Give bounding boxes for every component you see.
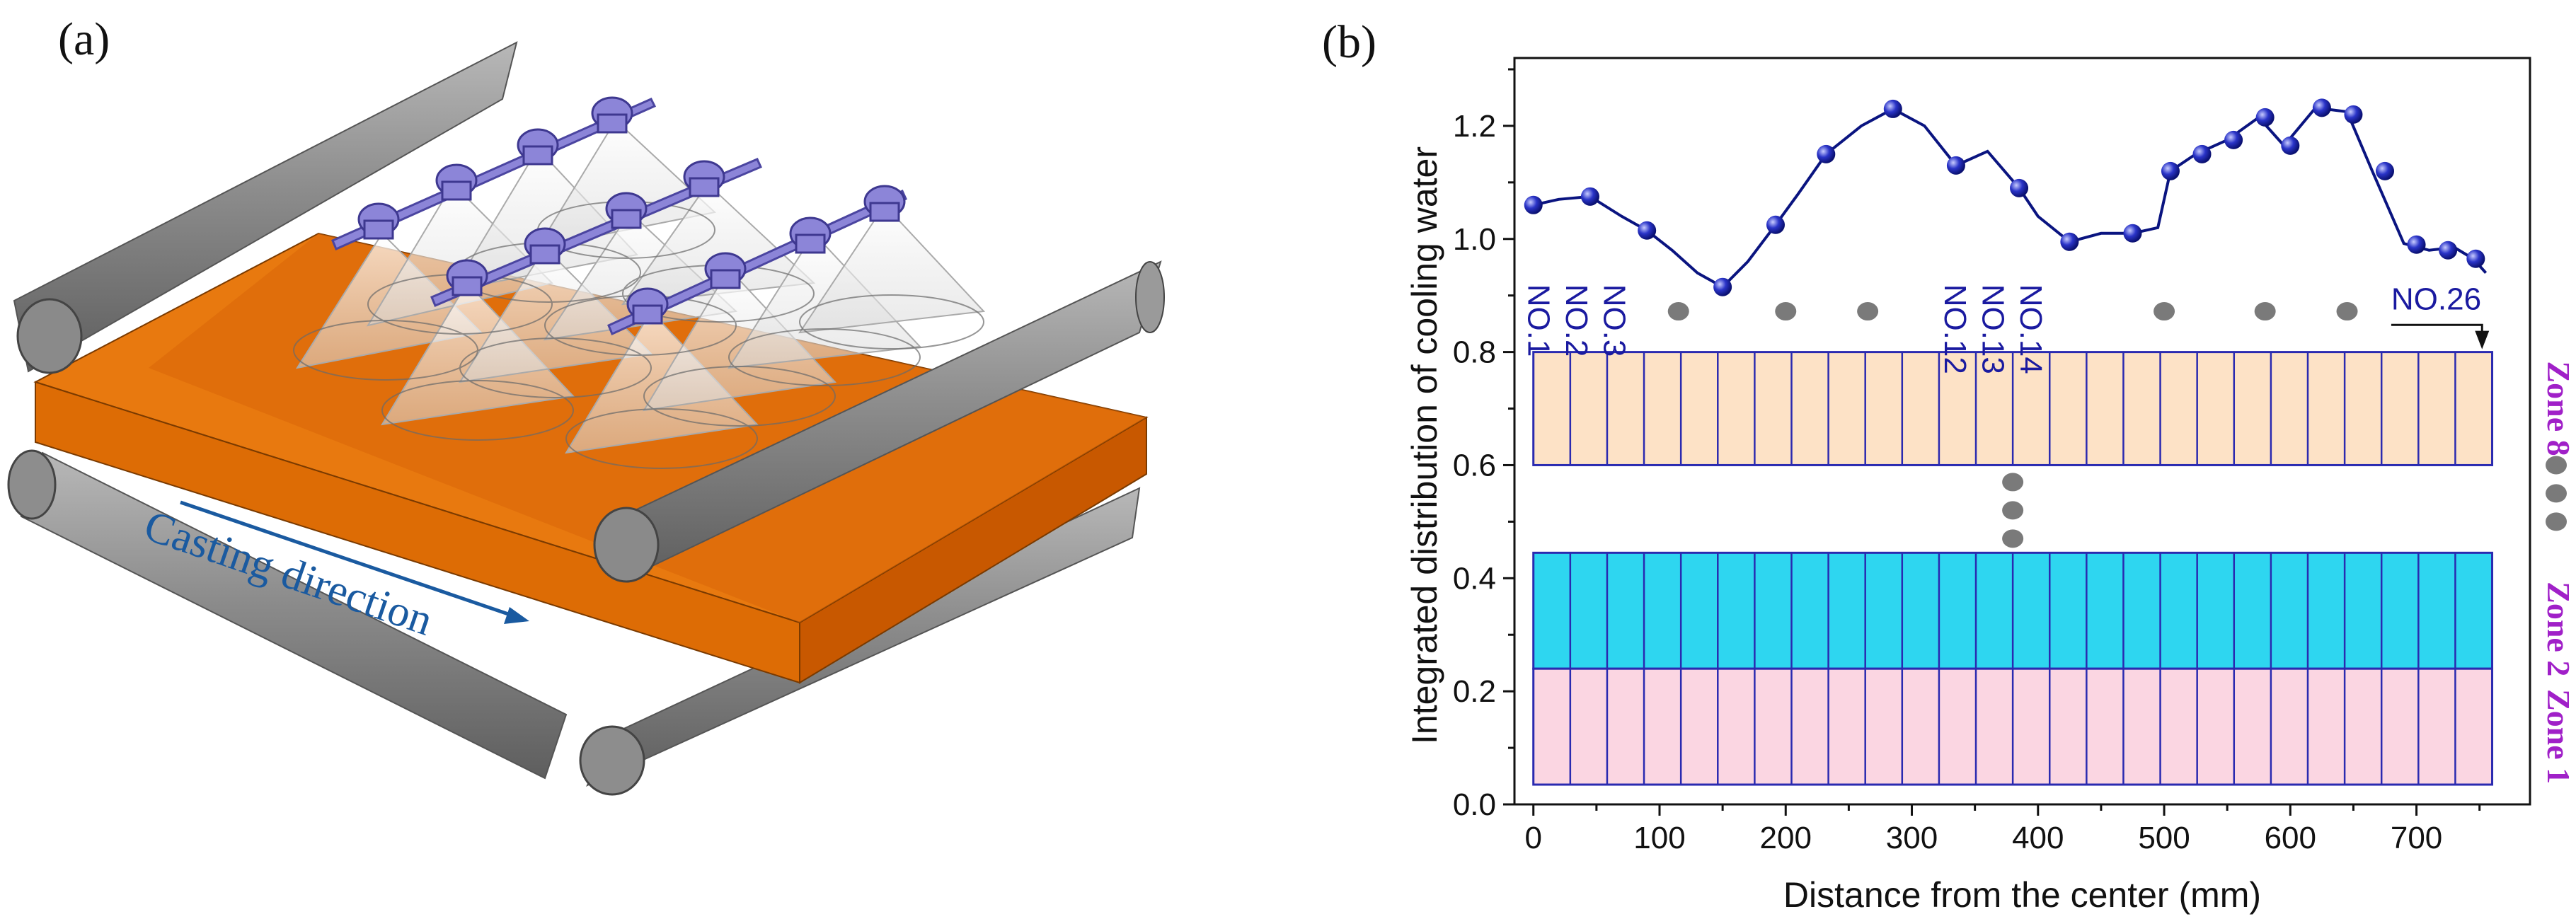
- nozzle-label-no2: NO.2: [1559, 284, 1594, 357]
- x-tick-label: 700: [2391, 821, 2442, 855]
- data-point: [2161, 161, 2180, 180]
- y-axis-label: Integrated distribution of cooling water: [1405, 146, 1444, 744]
- data-point: [2344, 105, 2363, 124]
- nozzle-label-no1: NO.1: [1522, 284, 1556, 357]
- upper-back-roller: [13, 41, 518, 374]
- nozzle-heads: [357, 96, 906, 325]
- data-point: [1713, 277, 1732, 296]
- ellipsis-dot: [1667, 302, 1689, 321]
- nozzle-label-no12: NO.12: [1938, 284, 1972, 374]
- x-tick-label: 300: [1886, 821, 1938, 855]
- series-markers: [1524, 98, 2485, 296]
- data-point: [1524, 195, 1543, 214]
- ellipsis-dot: [2002, 473, 2024, 492]
- x-tick-label: 400: [2012, 821, 2064, 855]
- y-tick-label: 0.0: [1453, 787, 1496, 822]
- data-point: [2407, 235, 2426, 254]
- y-tick-label: 1.2: [1453, 109, 1496, 144]
- data-point: [2312, 98, 2331, 117]
- data-point: [2466, 249, 2485, 268]
- y-tick-label: 0.2: [1453, 674, 1496, 709]
- y-tick-label: 0.8: [1453, 335, 1496, 370]
- data-point: [2060, 232, 2079, 251]
- ellipsis-dot: [1857, 302, 1879, 321]
- x-tick-label: 100: [1633, 821, 1685, 855]
- x-tick-label: 600: [2265, 821, 2316, 855]
- y-tick-label: 0.6: [1453, 448, 1496, 482]
- data-point: [2010, 178, 2029, 197]
- nozzle-label-no26: NO.26: [2391, 282, 2481, 317]
- nozzle-label-no14: NO.14: [2013, 284, 2048, 374]
- zone-label-1: Zone 1: [2541, 689, 2576, 784]
- spray-cones: [295, 119, 986, 454]
- data-point: [2224, 130, 2243, 149]
- ellipsis-dots: [1667, 302, 2358, 548]
- zone-label-8: Zone 8: [2541, 361, 2576, 456]
- data-point: [1638, 221, 1657, 240]
- nozzle-label-no13: NO.13: [1975, 284, 2010, 374]
- no26-pointer: [2391, 323, 2483, 347]
- y-tick-label: 0.4: [1453, 561, 1496, 596]
- data-point: [2376, 161, 2394, 180]
- casting-direction-arrowhead: [504, 607, 529, 624]
- series-line: [1533, 106, 2488, 289]
- data-point: [1817, 144, 1836, 163]
- zone-cells: [1569, 352, 2456, 785]
- zone-label-2: Zone 2: [2541, 582, 2576, 676]
- data-point: [1580, 187, 1599, 206]
- plot-frame: [1513, 57, 2531, 806]
- panel-a-schematic: Casting direction: [7, 41, 1165, 796]
- zone-ellipsis-dot: [2546, 484, 2567, 503]
- x-tick-label: 200: [1760, 821, 1812, 855]
- nozzle-labels: NO.1 NO.2 NO.3 NO.12 NO.13 NO.14 NO.26: [1522, 282, 2481, 374]
- data-point: [2123, 224, 2142, 243]
- data-point: [1766, 215, 1785, 234]
- ellipsis-dot: [2002, 501, 2024, 520]
- panel-b-label: (b): [1322, 16, 1376, 68]
- lower-back-roller: [7, 449, 568, 780]
- axes: 0 100 200 300 400 500 600 700 0.0 0.2 0.4 0.6 0.8 1.0…: [1453, 68, 2481, 855]
- ellipsis-dot: [1775, 302, 1797, 321]
- data-point: [2281, 136, 2300, 155]
- y-tick-label: 1.0: [1453, 222, 1496, 257]
- nozzle-label-no3: NO.3: [1597, 284, 1632, 357]
- panel-a-label: (a): [58, 13, 110, 65]
- no26-arrowhead: [2475, 330, 2490, 349]
- upper-front-roller: [593, 260, 1165, 583]
- x-tick-label: 500: [2138, 821, 2190, 855]
- data-point: [2192, 144, 2212, 163]
- x-axis-label: Distance from the center (mm): [1783, 875, 2261, 915]
- zone-ellipsis-dot: [2546, 512, 2567, 531]
- ellipsis-dot: [2254, 302, 2276, 321]
- x-tick-label: 0: [1524, 821, 1541, 855]
- ellipsis-dot: [2336, 302, 2358, 321]
- data-point: [1883, 99, 1902, 118]
- data-point: [1946, 156, 1965, 175]
- data-point: [2439, 241, 2458, 260]
- zone-ellipsis-dot: [2546, 456, 2567, 475]
- zone-ellipsis-dots: [2546, 456, 2567, 531]
- series-polyline: [1533, 106, 2488, 289]
- spray-footprints: [293, 201, 984, 469]
- ellipsis-dot: [2002, 529, 2024, 548]
- data-point: [2255, 108, 2275, 127]
- ellipsis-dot: [2154, 302, 2175, 321]
- casting-direction-arrow: [180, 500, 517, 619]
